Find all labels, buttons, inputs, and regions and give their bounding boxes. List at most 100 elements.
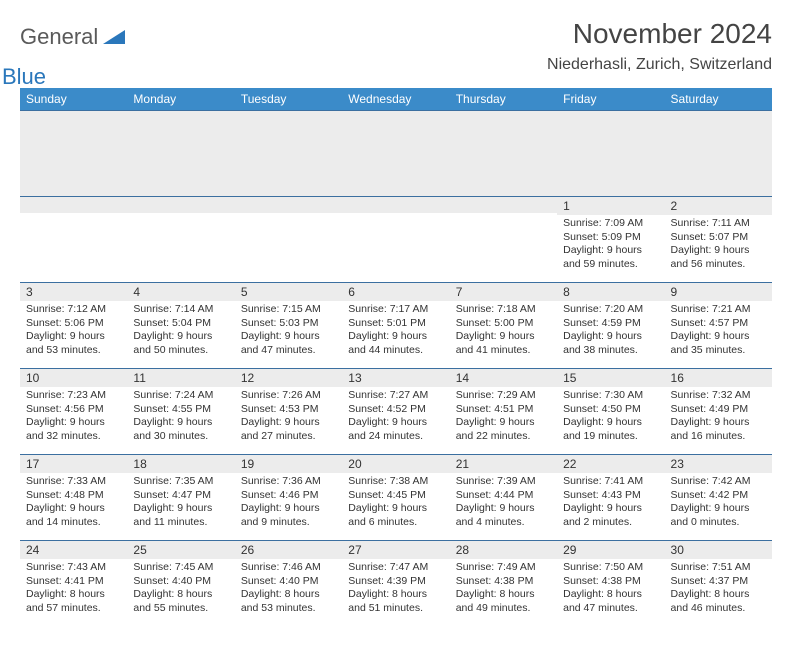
sunrise-text: Sunrise: 7:43 AM [26, 561, 121, 575]
calendar-header-row: Sunday Monday Tuesday Wednesday Thursday… [20, 88, 772, 111]
sunrise-text: Sunrise: 7:51 AM [671, 561, 766, 575]
day-content: Sunrise: 7:50 AMSunset: 4:38 PMDaylight:… [557, 559, 664, 620]
sunrise-text: Sunrise: 7:17 AM [348, 303, 443, 317]
calendar-day-cell: 4Sunrise: 7:14 AMSunset: 5:04 PMDaylight… [127, 283, 234, 369]
calendar-day-cell: 8Sunrise: 7:20 AMSunset: 4:59 PMDaylight… [557, 283, 664, 369]
daylight-text: Daylight: 9 hours and 56 minutes. [671, 244, 766, 271]
weekday-header: Wednesday [342, 88, 449, 111]
sunset-text: Sunset: 5:07 PM [671, 231, 766, 245]
day-number [450, 197, 557, 213]
day-content: Sunrise: 7:43 AMSunset: 4:41 PMDaylight:… [20, 559, 127, 620]
calendar-day-cell: 2 Sunrise: 7:11 AMSunset: 5:07 PMDaylight… [665, 197, 772, 283]
calendar-week-row: 17Sunrise: 7:33 AMSunset: 4:48 PMDayligh… [20, 455, 772, 541]
day-content: Sunrise: 7:47 AMSunset: 4:39 PMDaylight:… [342, 559, 449, 620]
sunset-text: Sunset: 4:42 PM [671, 489, 766, 503]
calendar-day-cell: 23Sunrise: 7:42 AMSunset: 4:42 PMDayligh… [665, 455, 772, 541]
sunset-text: Sunset: 4:45 PM [348, 489, 443, 503]
sunrise-text: Sunrise: 7:18 AM [456, 303, 551, 317]
calendar-day-cell: 27Sunrise: 7:47 AMSunset: 4:39 PMDayligh… [342, 541, 449, 627]
month-title: November 2024 [547, 18, 772, 50]
day-number: 27 [342, 541, 449, 559]
sunrise-text: Sunrise: 7:12 AM [26, 303, 121, 317]
calendar-day-cell: 1Sunrise: 7:09 AMSunset: 5:09 PMDaylight… [557, 197, 664, 283]
page-header: General Blue November 2024 Niederhasli, … [20, 18, 772, 76]
calendar-day-cell [342, 197, 449, 283]
daylight-text: Daylight: 9 hours and 35 minutes. [671, 330, 766, 357]
sunset-text: Sunset: 4:40 PM [241, 575, 336, 589]
sunrise-text: Sunrise: 7:14 AM [133, 303, 228, 317]
day-number: 10 [20, 369, 127, 387]
calendar-day-cell: 14Sunrise: 7:29 AMSunset: 4:51 PMDayligh… [450, 369, 557, 455]
sunset-text: Sunset: 4:49 PM [671, 403, 766, 417]
calendar-day-cell: 25Sunrise: 7:45 AMSunset: 4:40 PMDayligh… [127, 541, 234, 627]
calendar-day-cell: 5Sunrise: 7:15 AMSunset: 5:03 PMDaylight… [235, 283, 342, 369]
daylight-text: Daylight: 9 hours and 30 minutes. [133, 416, 228, 443]
day-number: 23 [665, 455, 772, 473]
daylight-text: Daylight: 9 hours and 0 minutes. [671, 502, 766, 529]
day-number: 15 [557, 369, 664, 387]
daylight-text: Daylight: 9 hours and 6 minutes. [348, 502, 443, 529]
calendar-day-cell: 3Sunrise: 7:12 AMSunset: 5:06 PMDaylight… [20, 283, 127, 369]
sunset-text: Sunset: 5:09 PM [563, 231, 658, 245]
daylight-text: Daylight: 9 hours and 24 minutes. [348, 416, 443, 443]
daylight-text: Daylight: 9 hours and 2 minutes. [563, 502, 658, 529]
daylight-text: Daylight: 9 hours and 14 minutes. [26, 502, 121, 529]
daylight-text: Daylight: 9 hours and 16 minutes. [671, 416, 766, 443]
calendar-day-cell [20, 197, 127, 283]
day-content: Sunrise: 7:42 AMSunset: 4:42 PMDaylight:… [665, 473, 772, 534]
calendar-day-cell: 13Sunrise: 7:27 AMSunset: 4:52 PMDayligh… [342, 369, 449, 455]
day-content: Sunrise: 7:26 AMSunset: 4:53 PMDaylight:… [235, 387, 342, 448]
sunrise-text: Sunrise: 7:11 AM [671, 217, 766, 231]
title-block: November 2024 Niederhasli, Zurich, Switz… [547, 18, 772, 74]
sunrise-text: Sunrise: 7:26 AM [241, 389, 336, 403]
day-content: Sunrise: 7:39 AMSunset: 4:44 PMDaylight:… [450, 473, 557, 534]
sunrise-text: Sunrise: 7:45 AM [133, 561, 228, 575]
day-number: 16 [665, 369, 772, 387]
day-number: 2 [665, 197, 772, 215]
day-content [342, 213, 449, 219]
day-content: Sunrise: 7:30 AMSunset: 4:50 PMDaylight:… [557, 387, 664, 448]
day-content: Sunrise: 7:20 AMSunset: 4:59 PMDaylight:… [557, 301, 664, 362]
day-content: Sunrise: 7:23 AMSunset: 4:56 PMDaylight:… [20, 387, 127, 448]
daylight-text: Daylight: 9 hours and 50 minutes. [133, 330, 228, 357]
daylight-text: Daylight: 9 hours and 19 minutes. [563, 416, 658, 443]
calendar-day-cell: 15Sunrise: 7:30 AMSunset: 4:50 PMDayligh… [557, 369, 664, 455]
calendar-day-cell: 6Sunrise: 7:17 AMSunset: 5:01 PMDaylight… [342, 283, 449, 369]
day-content: Sunrise: 7:35 AMSunset: 4:47 PMDaylight:… [127, 473, 234, 534]
sunrise-text: Sunrise: 7:29 AM [456, 389, 551, 403]
calendar-day-cell: 28Sunrise: 7:49 AMSunset: 4:38 PMDayligh… [450, 541, 557, 627]
brand-text-2: Blue [2, 64, 46, 89]
sunset-text: Sunset: 5:06 PM [26, 317, 121, 331]
sunset-text: Sunset: 5:00 PM [456, 317, 551, 331]
sunset-text: Sunset: 5:03 PM [241, 317, 336, 331]
day-content [235, 213, 342, 219]
calendar-table: Sunday Monday Tuesday Wednesday Thursday… [20, 88, 772, 627]
sunrise-text: Sunrise: 7:50 AM [563, 561, 658, 575]
day-content: Sunrise: 7:14 AMSunset: 5:04 PMDaylight:… [127, 301, 234, 362]
weekday-header: Thursday [450, 88, 557, 111]
day-content [450, 213, 557, 219]
day-content: Sunrise: 7:32 AMSunset: 4:49 PMDaylight:… [665, 387, 772, 448]
day-content: Sunrise: 7:17 AMSunset: 5:01 PMDaylight:… [342, 301, 449, 362]
calendar-week-row: 3Sunrise: 7:12 AMSunset: 5:06 PMDaylight… [20, 283, 772, 369]
calendar-day-cell: 18Sunrise: 7:35 AMSunset: 4:47 PMDayligh… [127, 455, 234, 541]
calendar-day-cell: 22Sunrise: 7:41 AMSunset: 4:43 PMDayligh… [557, 455, 664, 541]
daylight-text: Daylight: 8 hours and 53 minutes. [241, 588, 336, 615]
day-number [127, 197, 234, 213]
sunset-text: Sunset: 4:59 PM [563, 317, 658, 331]
sunset-text: Sunset: 4:50 PM [563, 403, 658, 417]
sunset-text: Sunset: 4:37 PM [671, 575, 766, 589]
day-content [20, 213, 127, 219]
daylight-text: Daylight: 9 hours and 41 minutes. [456, 330, 551, 357]
day-number: 1 [557, 197, 664, 215]
day-number: 20 [342, 455, 449, 473]
weekday-header: Friday [557, 88, 664, 111]
sunset-text: Sunset: 4:38 PM [563, 575, 658, 589]
day-content: Sunrise: 7:15 AMSunset: 5:03 PMDaylight:… [235, 301, 342, 362]
calendar-day-cell [235, 197, 342, 283]
weekday-header: Saturday [665, 88, 772, 111]
sunset-text: Sunset: 4:48 PM [26, 489, 121, 503]
daylight-text: Daylight: 8 hours and 51 minutes. [348, 588, 443, 615]
daylight-text: Daylight: 9 hours and 38 minutes. [563, 330, 658, 357]
daylight-text: Daylight: 8 hours and 49 minutes. [456, 588, 551, 615]
